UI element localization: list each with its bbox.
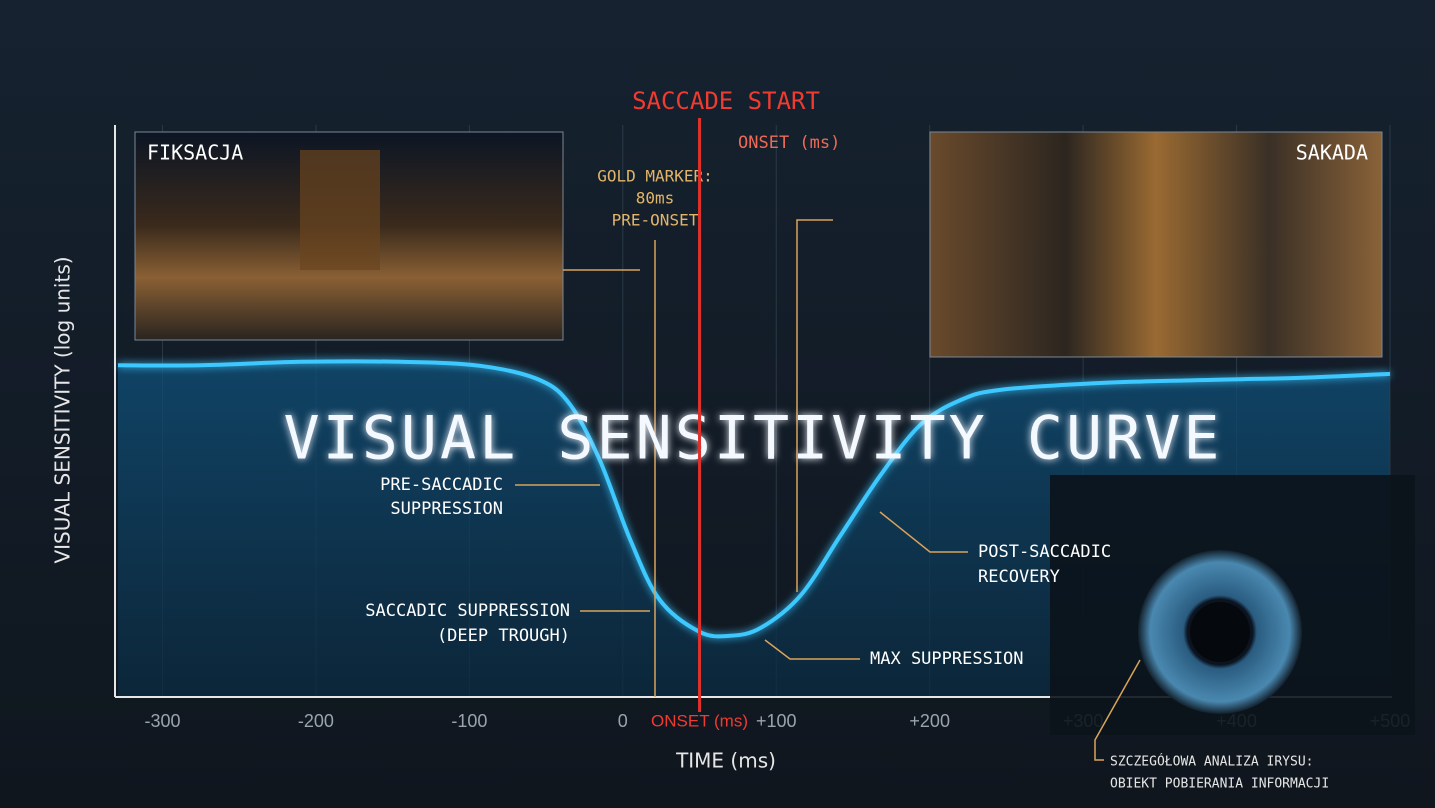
panel-label: SAKADA [1296, 141, 1368, 165]
chart-title: VISUAL SENSITIVITY CURVE [284, 404, 1223, 474]
saccade-photo [930, 132, 1382, 357]
y-axis-label: VISUAL SENSITIVITY (log units) [51, 256, 75, 563]
x-tick-label: +200 [909, 711, 950, 731]
marker-label: ONSET (ms) [738, 133, 840, 153]
annotation: POST-SACCADIC [978, 542, 1111, 562]
chart: -300-200-1000ONSET (ms)+100+200+300+400+… [0, 0, 1435, 808]
gold-marker-text: GOLD MARKER: [597, 167, 713, 186]
marker-title: SACCADE START [632, 87, 820, 115]
photo-tower [300, 150, 380, 270]
pupil [1190, 602, 1250, 662]
annotation: (DEEP TROUGH) [437, 626, 570, 646]
annotation: PRE-SACCADIC [380, 475, 503, 495]
gold-marker-text: 80ms [636, 189, 675, 208]
iris-caption: SZCZEGÓŁOWA ANALIZA IRYSU: [1110, 754, 1314, 770]
x-tick-label: +100 [756, 711, 797, 731]
annotation: RECOVERY [978, 567, 1060, 587]
x-tick-label: -200 [298, 711, 334, 731]
x-tick-label: 0 [618, 711, 628, 731]
gold-marker-text: PRE-ONSET [612, 211, 699, 230]
x-tick-label: -100 [451, 711, 487, 731]
annotation: MAX SUPPRESSION [870, 649, 1024, 669]
annotation: SUPPRESSION [390, 499, 503, 519]
panel-label: FIKSACJA [147, 141, 243, 165]
x-tick-label: -300 [144, 711, 180, 731]
x-tick-label: ONSET (ms) [651, 711, 748, 730]
x-axis-label: TIME (ms) [675, 749, 776, 773]
annotation: SACCADIC SUPPRESSION [365, 601, 570, 621]
iris-caption: OBIEKT POBIERANIA INFORMACJI [1110, 777, 1329, 792]
